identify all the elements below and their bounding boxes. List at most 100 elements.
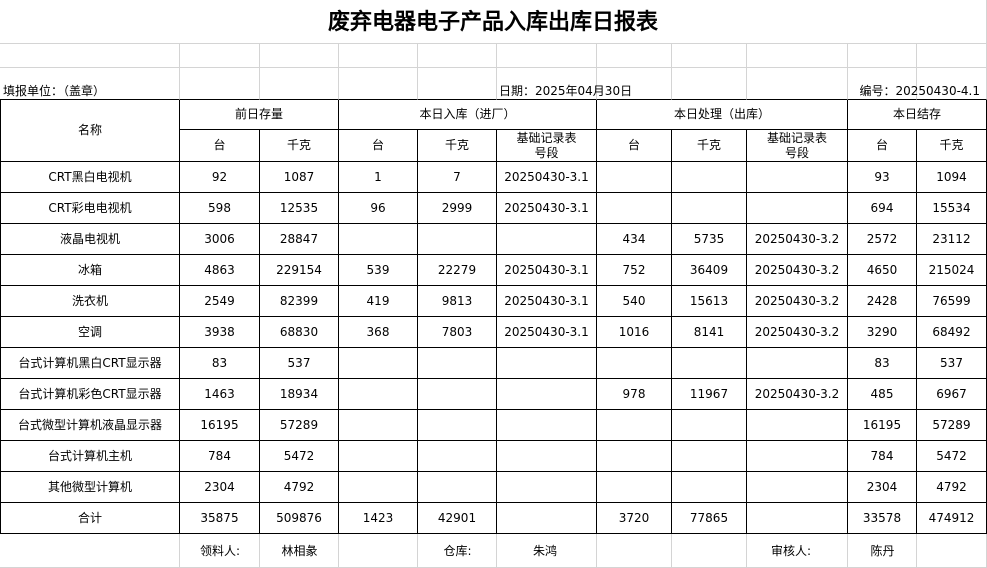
data-cell <box>747 503 848 534</box>
data-cell <box>672 162 747 193</box>
data-cell: 76599 <box>917 286 987 317</box>
grid-cell <box>672 44 747 68</box>
data-cell: 2304 <box>180 472 260 503</box>
data-cell: 1087 <box>260 162 339 193</box>
header-cell: 台 <box>339 130 418 162</box>
data-cell: 6967 <box>917 379 987 410</box>
data-cell <box>597 348 672 379</box>
data-cell: 93 <box>848 162 917 193</box>
data-cell: 509876 <box>260 503 339 534</box>
grid-cell <box>848 68 917 100</box>
data-cell: 1 <box>339 162 418 193</box>
data-cell: 474912 <box>917 503 987 534</box>
data-cell: 1423 <box>339 503 418 534</box>
data-cell <box>339 472 418 503</box>
footer-value: 陈丹 <box>870 543 895 558</box>
data-cell: 15613 <box>672 286 747 317</box>
data-cell <box>747 410 848 441</box>
data-cell <box>339 441 418 472</box>
data-cell: 229154 <box>260 255 339 286</box>
header-text: 号段 <box>784 145 809 160</box>
data-cell: 5472 <box>917 441 987 472</box>
grid-cell <box>180 68 260 100</box>
info-date: 日期：2025年04月30日 <box>499 83 633 98</box>
data-cell: 23112 <box>917 224 987 255</box>
header-cell: 千克 <box>418 130 497 162</box>
data-cell: 539 <box>339 255 418 286</box>
data-cell: 83 <box>848 348 917 379</box>
data-cell: 20250430-3.1 <box>497 193 597 224</box>
data-cell <box>418 472 497 503</box>
data-cell: 784 <box>848 441 917 472</box>
header-cell: 前日存量 <box>180 100 339 130</box>
data-cell: 20250430-3.1 <box>497 162 597 193</box>
title: 废弃电器电子产品入库出库日报表 <box>0 0 987 44</box>
grid-cell <box>597 44 672 68</box>
header-cell: 千克 <box>260 130 339 162</box>
data-cell <box>497 379 597 410</box>
data-cell: 2572 <box>848 224 917 255</box>
data-cell: 1094 <box>917 162 987 193</box>
data-cell: 4792 <box>917 472 987 503</box>
data-cell <box>497 472 597 503</box>
data-cell <box>747 472 848 503</box>
row-name: 洗衣机 <box>0 286 180 317</box>
data-cell <box>597 472 672 503</box>
header-cell: 基础记录表 号段 <box>497 130 597 162</box>
data-cell: 11967 <box>672 379 747 410</box>
row-name: 合计 <box>0 503 180 534</box>
data-cell: 7 <box>418 162 497 193</box>
data-cell: 82399 <box>260 286 339 317</box>
data-cell: 20250430-3.2 <box>747 379 848 410</box>
data-cell: 20250430-3.1 <box>497 317 597 348</box>
data-cell: 77865 <box>672 503 747 534</box>
data-cell: 2999 <box>418 193 497 224</box>
header-cell: 基础记录表 号段 <box>747 130 848 162</box>
grid-cell <box>0 44 180 68</box>
data-cell: 8141 <box>672 317 747 348</box>
data-cell <box>418 441 497 472</box>
row-name: 冰箱 <box>0 255 180 286</box>
grid-cell <box>597 534 672 568</box>
data-cell: 784 <box>180 441 260 472</box>
data-cell: 20250430-3.2 <box>747 286 848 317</box>
info-number: 编号：20250430-4.1 <box>859 83 981 98</box>
data-cell <box>672 410 747 441</box>
data-cell: 1463 <box>180 379 260 410</box>
data-cell: 35875 <box>180 503 260 534</box>
footer-value: 朱鸿 <box>533 543 558 558</box>
data-cell: 5735 <box>672 224 747 255</box>
data-cell: 598 <box>180 193 260 224</box>
data-cell <box>418 224 497 255</box>
data-cell <box>672 441 747 472</box>
data-cell: 3720 <box>597 503 672 534</box>
data-cell <box>418 410 497 441</box>
grid-cell <box>747 68 848 100</box>
grid-cell <box>339 44 418 68</box>
grid-cell <box>917 44 987 68</box>
data-cell: 20250430-3.1 <box>497 286 597 317</box>
data-cell <box>339 410 418 441</box>
data-cell <box>672 472 747 503</box>
data-cell <box>497 410 597 441</box>
data-cell: 15534 <box>917 193 987 224</box>
grid-cell <box>418 68 497 100</box>
data-cell: 4792 <box>260 472 339 503</box>
data-cell: 57289 <box>917 410 987 441</box>
header-cell: 本日结存 <box>848 100 987 130</box>
grid-cell <box>418 44 497 68</box>
data-cell: 16195 <box>180 410 260 441</box>
grid-cell <box>260 44 339 68</box>
data-cell: 20250430-3.2 <box>747 317 848 348</box>
data-cell: 7803 <box>418 317 497 348</box>
data-cell <box>672 348 747 379</box>
data-cell: 215024 <box>917 255 987 286</box>
row-name: CRT黑白电视机 <box>0 162 180 193</box>
info-unit: 填报单位：（盖章） <box>3 83 106 98</box>
header-cell: 台 <box>597 130 672 162</box>
grid-cell <box>672 68 747 100</box>
row-name: 液晶电视机 <box>0 224 180 255</box>
data-cell: 419 <box>339 286 418 317</box>
data-cell: 9813 <box>418 286 497 317</box>
